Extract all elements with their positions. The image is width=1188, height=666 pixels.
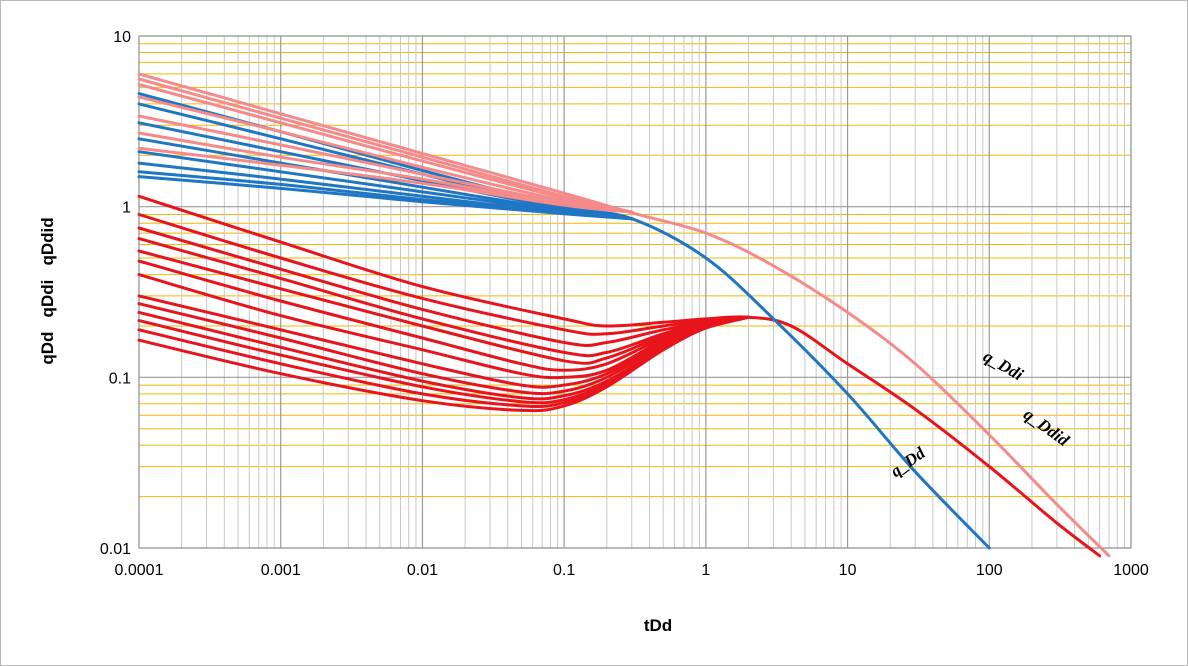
- series-line-q_Ddid-20: [137, 259, 750, 372]
- series-line-q_Ddi-0: [137, 72, 1111, 558]
- x-tick-label: 0.0001: [115, 562, 164, 579]
- x-tick-label: 100: [976, 562, 1003, 579]
- series-line-q_Ddi-2: [137, 83, 634, 214]
- series-line-q_Ddid-22: [137, 294, 750, 389]
- x-tick-label: 10: [839, 562, 857, 579]
- x-tick-label: 1: [701, 562, 710, 579]
- x-tick-label: 0.1: [553, 562, 575, 579]
- curve-label-q-Ddid: q_Ddid: [1020, 405, 1073, 451]
- series-line-q_Ddid-15: [137, 194, 1102, 558]
- series-line-q_Dd-14: [137, 175, 634, 221]
- series-lines: [137, 72, 1111, 558]
- y-tick-label: 0.1: [109, 370, 131, 387]
- series-line-q_Ddid-16: [137, 213, 750, 336]
- series-line-q_Ddid-27: [137, 315, 750, 413]
- series-line-q_Ddid-18: [137, 237, 750, 358]
- tick-labels: 0.0001 0.001 0.01 0.1 1 10 100 1000 0.01 0.1 1 10: [100, 29, 1149, 579]
- x-axis-title: tDd: [644, 616, 672, 635]
- grid: [138, 35, 1132, 549]
- plot-area-border: [138, 35, 1132, 549]
- x-tick-label: 1000: [1113, 562, 1149, 579]
- series-line-q_Ddi-1: [137, 77, 634, 214]
- y-tick-label: 10: [113, 29, 131, 46]
- series-line-q_Ddi-3: [137, 95, 634, 214]
- y-axis-title: qDd qDdi qDdid: [38, 217, 57, 364]
- x-tick-label: 0.01: [407, 562, 438, 579]
- series-line-q_Ddi-6: [137, 146, 634, 214]
- curve-label-q-Ddi: q_Ddi: [980, 347, 1027, 385]
- y-tick-label: 1: [122, 200, 131, 217]
- y-tick-label: 0.01: [100, 541, 131, 558]
- x-tick-label: 0.001: [261, 562, 301, 579]
